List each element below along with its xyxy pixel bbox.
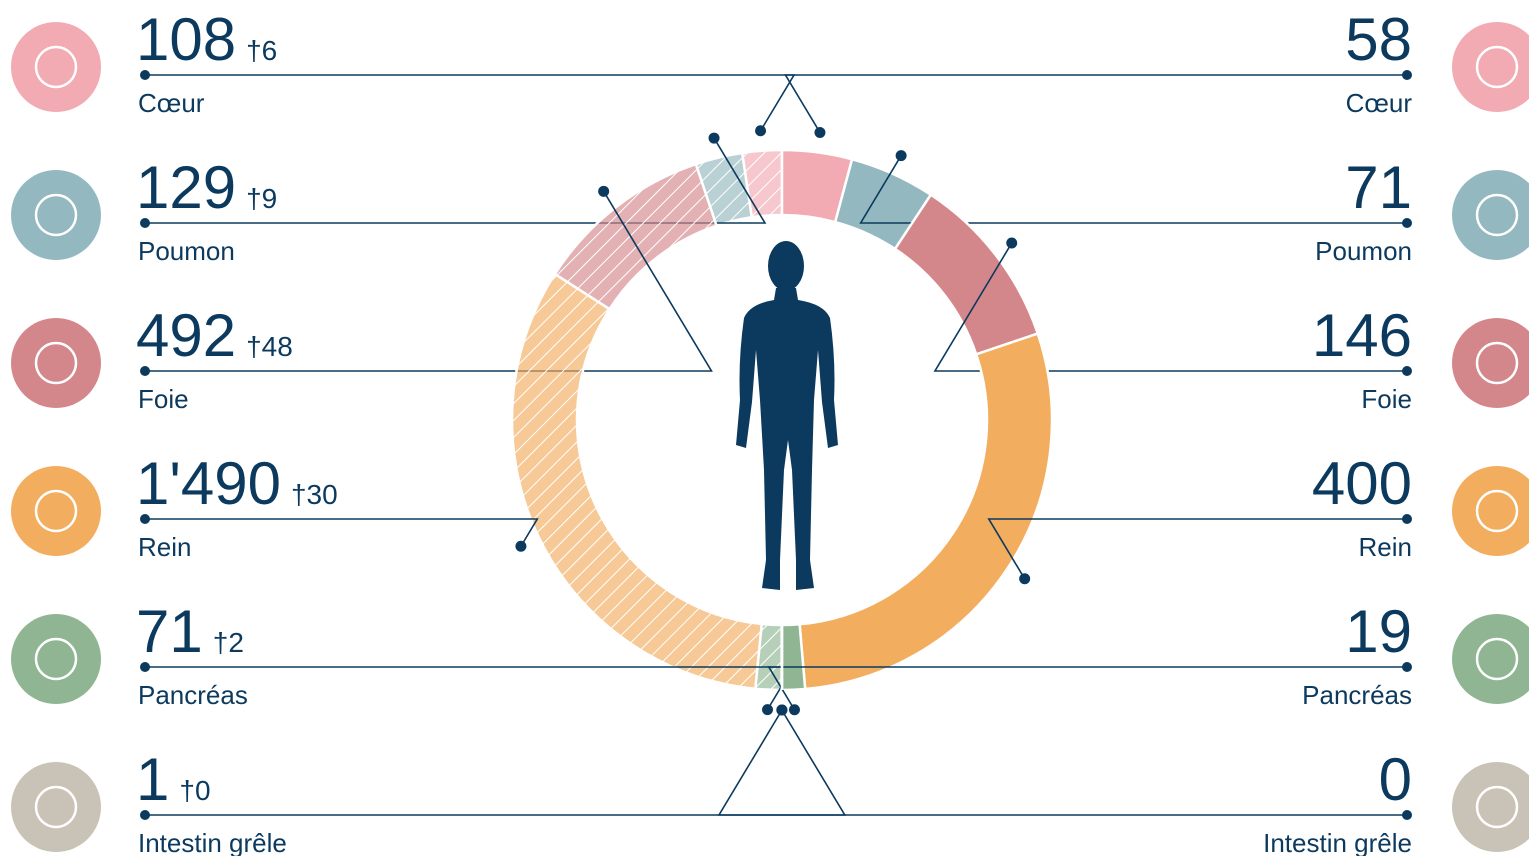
organ-label: Rein	[138, 532, 191, 562]
value-label: 108	[136, 6, 236, 73]
leader-dot	[895, 150, 907, 162]
leader-line	[145, 518, 539, 547]
leader-dot	[1402, 366, 1412, 376]
organ-label: Pancréas	[138, 680, 248, 710]
human-figure	[736, 241, 838, 590]
leader-dot	[140, 662, 150, 672]
organ-icon-glyph	[1475, 489, 1519, 533]
organ-icon	[11, 318, 101, 408]
value-label: 0	[1379, 746, 1412, 813]
organ-icon-glyph	[34, 45, 78, 89]
leader-dot	[776, 704, 788, 716]
organ-icon	[11, 22, 101, 112]
leader-dot	[1006, 237, 1018, 249]
leader-dot	[755, 125, 767, 137]
leader-dot	[1402, 662, 1412, 672]
organ-icon-glyph	[34, 785, 78, 829]
leader-dot	[1402, 514, 1412, 524]
organ-label: Cœur	[1346, 88, 1413, 118]
organ-label: Intestin grêle	[138, 828, 287, 856]
leader-line	[145, 137, 767, 224]
leader-dot	[708, 132, 720, 144]
death-label: †2	[213, 627, 244, 658]
organ-icon	[1452, 466, 1529, 556]
leader-line	[145, 709, 847, 816]
organ-icon-glyph	[1475, 785, 1519, 829]
donut-segment	[553, 162, 719, 311]
leader-dot	[1019, 573, 1031, 585]
death-label: †48	[246, 331, 293, 362]
death-label: †0	[179, 775, 210, 806]
death-label: †30	[291, 479, 338, 510]
organ-icon-glyph	[1475, 45, 1519, 89]
organ-icon	[1452, 318, 1529, 408]
value-label: 492	[136, 302, 236, 369]
leader-dot	[140, 810, 150, 820]
value-label: 71	[1345, 154, 1412, 221]
value-label: 19	[1345, 598, 1412, 665]
leader-dot	[1402, 810, 1412, 820]
organ-icon-glyph	[34, 341, 78, 385]
organ-icon-glyph	[1475, 637, 1519, 681]
organ-icon	[11, 762, 101, 852]
leader-line	[717, 709, 1407, 816]
donut-segment	[893, 193, 1040, 356]
organ-label: Foie	[1361, 384, 1412, 414]
organ-icon	[1452, 22, 1529, 112]
organ-icon-glyph	[34, 193, 78, 237]
leader-dot	[814, 126, 826, 138]
leader-dot	[515, 540, 527, 552]
organ-icon-glyph	[1475, 341, 1519, 385]
leader-dot	[140, 514, 150, 524]
organ-icon	[1452, 170, 1529, 260]
leader-dot	[1402, 70, 1412, 80]
donut-segment	[798, 331, 1054, 691]
leader-line	[145, 190, 713, 372]
organ-icon	[11, 466, 101, 556]
organ-label: Foie	[138, 384, 189, 414]
donut-segment	[510, 272, 764, 691]
leader-line	[784, 74, 1407, 133]
organ-icon-glyph	[34, 489, 78, 533]
death-label: †9	[246, 183, 277, 214]
organ-icon	[11, 170, 101, 260]
value-label: 400	[1312, 450, 1412, 517]
value-label: 71	[136, 598, 203, 665]
organ-icon	[1452, 762, 1529, 852]
leader-line	[987, 518, 1407, 580]
donut-segment	[780, 622, 807, 692]
leader-dot	[140, 70, 150, 80]
death-label: †6	[246, 35, 277, 66]
value-label: 1	[136, 746, 169, 813]
organ-icon	[11, 614, 101, 704]
value-label: 129	[136, 154, 236, 221]
leader-dot	[1402, 218, 1412, 228]
organ-icon-glyph	[34, 637, 78, 681]
leader-dot	[140, 218, 150, 228]
value-label: 1'490	[136, 450, 281, 517]
organ-label: Pancréas	[1302, 680, 1412, 710]
leader-dot	[140, 366, 150, 376]
leader-line	[859, 155, 1407, 224]
value-label: 146	[1312, 302, 1412, 369]
organ-icon	[1452, 614, 1529, 704]
organ-label: Poumon	[1315, 236, 1412, 266]
leader-dot	[788, 704, 800, 716]
leader-dot	[598, 185, 610, 197]
value-label: 58	[1345, 6, 1412, 73]
leader-dot	[761, 704, 773, 716]
organ-label: Cœur	[138, 88, 205, 118]
leader-line	[767, 666, 1407, 711]
leader-line	[933, 242, 1407, 372]
organ-icon-glyph	[1475, 193, 1519, 237]
leader-line	[145, 74, 796, 132]
organ-label: Poumon	[138, 236, 235, 266]
organ-label: Rein	[1359, 532, 1412, 562]
organ-label: Intestin grêle	[1263, 828, 1412, 856]
